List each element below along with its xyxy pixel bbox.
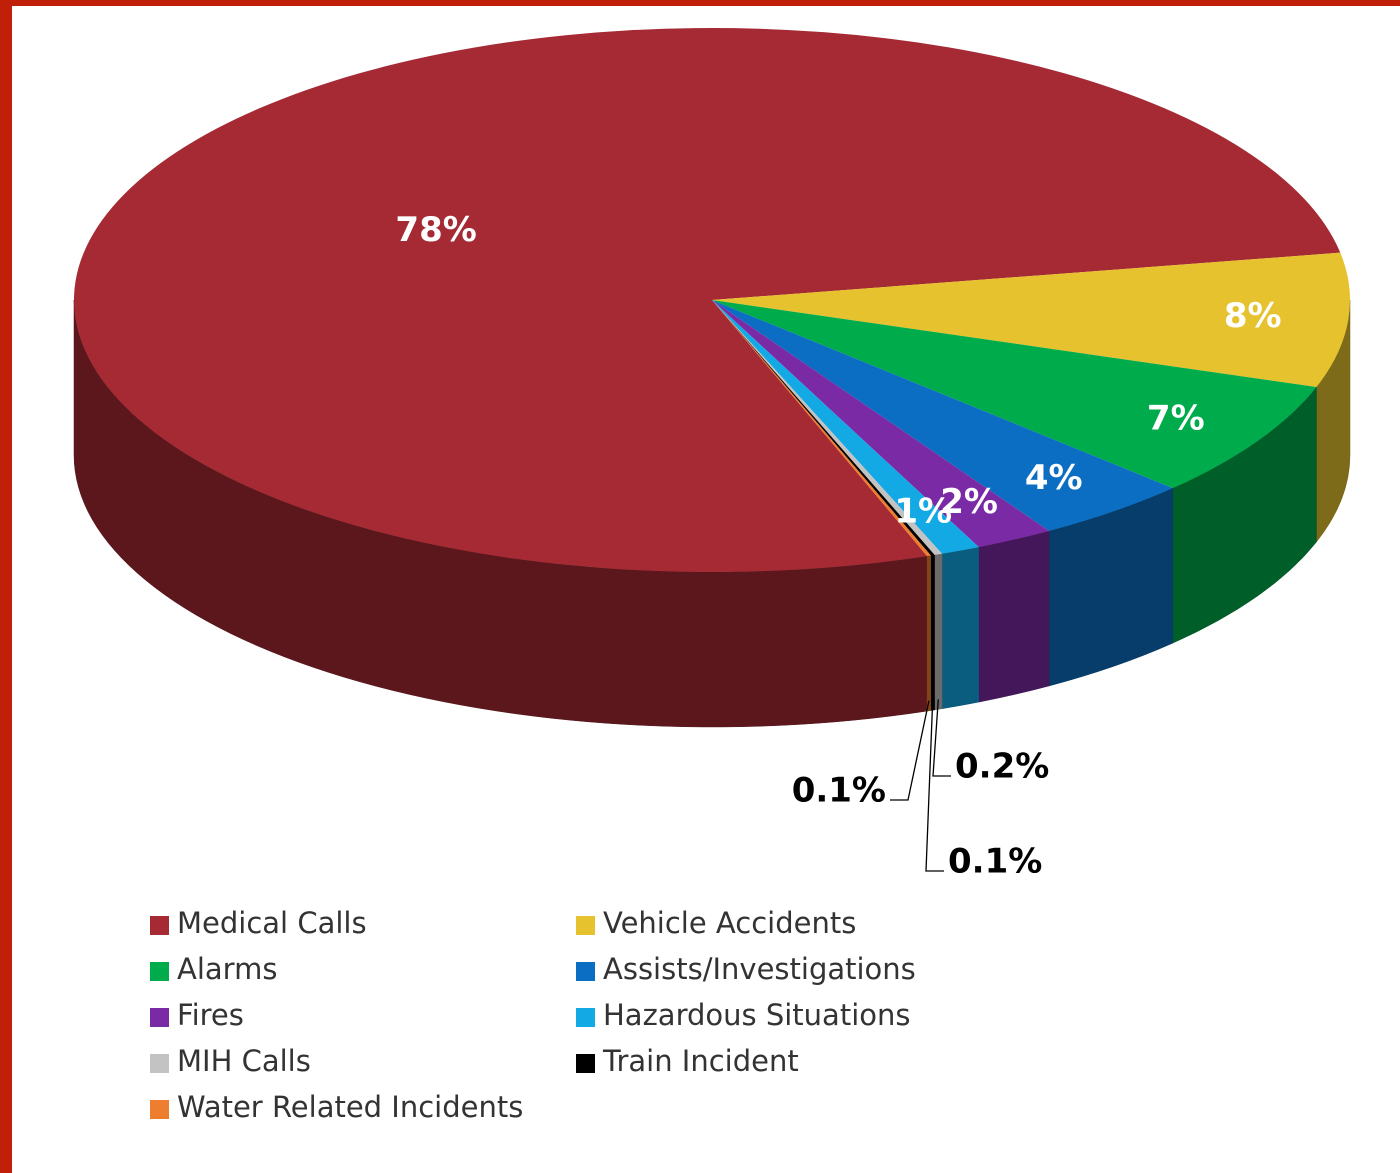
legend-label: Vehicle Accidents (603, 906, 856, 940)
data-label: 0.1% (792, 771, 886, 811)
leader-line (890, 700, 930, 801)
legend-swatch (150, 962, 169, 981)
pie-slice (712, 300, 1173, 531)
pie-slice (712, 300, 943, 555)
leader-line (925, 700, 944, 872)
data-label: 8% (1224, 296, 1282, 336)
pie-slice (73, 28, 1341, 573)
legend-swatch (576, 1054, 595, 1073)
legend-label: Water Related Incidents (177, 1090, 523, 1124)
data-label: 1% (894, 491, 952, 531)
pie-slice (712, 300, 979, 554)
legend-swatch (150, 1054, 169, 1073)
legend-label: MIH Calls (177, 1044, 311, 1078)
slice-side (930, 554, 935, 711)
data-label: 0.1% (948, 842, 1042, 882)
legend-label: Medical Calls (177, 906, 367, 940)
legend-label: Train Incident (602, 1044, 799, 1078)
pie-slice (712, 300, 1317, 489)
legend-swatch (576, 1008, 595, 1027)
legend-swatch (576, 916, 595, 935)
data-label: 0.2% (955, 747, 1049, 787)
pie-slice (712, 252, 1350, 388)
data-label: 4% (1025, 458, 1083, 498)
data-labels: 78% 8% 7% 4% 2%1% 0.2% 0.1% 0.1% (395, 210, 1281, 881)
data-label: 78% (395, 210, 476, 250)
slice-side (934, 553, 943, 711)
slice-side (941, 546, 980, 709)
data-label: 7% (1147, 398, 1205, 438)
legend-swatch (150, 1100, 169, 1119)
pie-slice (712, 300, 1050, 548)
legend-swatch (150, 1008, 169, 1027)
legend-label: Alarms (177, 952, 277, 986)
pie-sides (73, 299, 1351, 728)
legend-swatch (576, 962, 595, 981)
slice-side (926, 555, 932, 712)
pie-tops (73, 28, 1350, 573)
legend-label: Assists/Investigations (603, 952, 916, 986)
legend-label: Hazardous Situations (603, 998, 911, 1032)
legend-swatch (150, 916, 169, 935)
legend-label: Fires (177, 998, 244, 1032)
pie-slice (712, 300, 935, 556)
data-label: 2% (940, 482, 998, 522)
slice-side (978, 530, 1050, 703)
leader-line (932, 699, 951, 777)
legend: Medical Calls Vehicle Accidents Alarms Assi… (150, 906, 916, 1124)
pie-slice (712, 300, 931, 557)
